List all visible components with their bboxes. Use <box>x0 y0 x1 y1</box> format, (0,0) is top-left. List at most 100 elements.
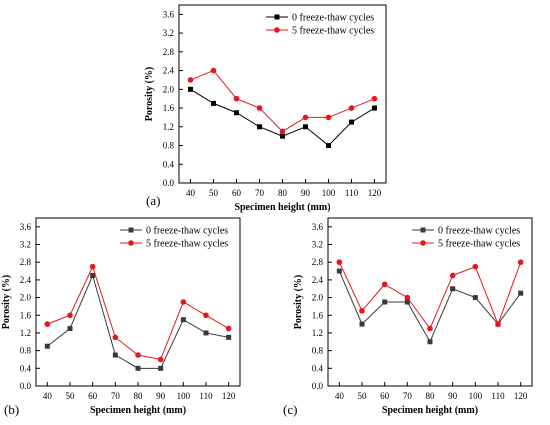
panel-b-series-1-point <box>44 321 51 327</box>
panel-b-y-tick-label: 0.0 <box>20 381 32 391</box>
panel-c-series-1-point <box>336 259 343 266</box>
panel-b-legend-label: 0 freeze-thaw cycles <box>146 226 228 237</box>
panel-b-x-tick-label: 40 <box>43 391 53 401</box>
panel-b-series-1-point <box>157 356 164 363</box>
panel-a-series-1-point <box>325 114 332 121</box>
panel-c-x-tick-label: 50 <box>358 391 368 401</box>
panel-a-series-0-point <box>211 100 216 106</box>
panel-a-y-tick-label: 0.8 <box>163 141 175 151</box>
panel-c-x-tick-label: 90 <box>448 391 458 401</box>
panel-a-y-tick-label: 0.0 <box>163 178 175 188</box>
panel-b-y-tick-label: 0.8 <box>20 346 32 356</box>
panel-b-series-1-point <box>67 312 73 319</box>
panel-b-series-1-point <box>89 263 96 270</box>
panel-b-series-1-point <box>225 325 232 332</box>
panel-c-series-0-point <box>382 299 388 305</box>
panel-a-x-tick-label: 80 <box>278 188 288 198</box>
panel-b-y-tick-label: 2.8 <box>20 257 32 267</box>
panel-c-series-0-point <box>427 339 433 345</box>
panel-a-series-1-point <box>210 67 217 74</box>
panel-b-label: (b) <box>4 402 19 417</box>
panel-b-series-0-point <box>180 317 186 323</box>
panel-b: (b) 0.0 0.4 0.8 1.2 1.6 2.0 2.4 2.8 3.2 3.6 40 50 60… <box>1 217 241 417</box>
panel-c-series-1-point <box>359 308 365 314</box>
panel-c-x-tick-label: 40 <box>335 391 345 401</box>
panel-b-series-0-point <box>112 352 118 358</box>
panel-b-x-tick-label: 80 <box>134 391 144 401</box>
panel-a-series-0-point <box>280 133 285 139</box>
panel-a-series-1-point <box>302 114 309 121</box>
panel-c-series-0-point <box>472 295 478 301</box>
panel-c-series-1-point <box>472 263 479 270</box>
panel-b-series-0-point <box>90 272 96 278</box>
panel-a-y-tick-label: 3.6 <box>163 9 175 19</box>
panel-c-x-tick-label: 110 <box>491 391 505 401</box>
panel-b-series-1-point <box>112 334 119 341</box>
panel-c-x-tick-label: 60 <box>380 391 390 401</box>
panel-b-series-0-point <box>158 365 164 371</box>
panel-a-y-tick-label: 0.4 <box>163 159 175 169</box>
panel-c-x-tick-label: 100 <box>469 391 483 401</box>
panel-a-series-0-point <box>234 110 239 116</box>
panel-a-y-tick-label: 3.2 <box>163 28 174 38</box>
panel-c-series-0-point <box>336 268 342 274</box>
panel-c-series-1-point <box>449 272 456 279</box>
panel-c-y-tick-label: 3.6 <box>312 222 324 232</box>
panel-b-series-1-point <box>180 299 187 305</box>
panel-b-x-tick-label: 90 <box>156 391 166 401</box>
panel-b-y-tick-label: 0.4 <box>20 363 32 373</box>
panel-a-label: (a) <box>146 193 160 208</box>
panel-b-y-axis-label: Porosity (%) <box>1 275 12 330</box>
panel-a-legend-label: 5 freeze-thaw cycles <box>292 26 374 37</box>
panel-c-series-1-point <box>495 321 501 327</box>
panel-a-series-1-line <box>190 69 375 133</box>
panel-c-legend-swatch-marker <box>420 240 426 246</box>
panel-b-legend-swatch-marker <box>128 227 134 233</box>
panel-b-series-1-point <box>135 352 141 358</box>
panel-b-y-tick-label: 2.0 <box>20 293 32 303</box>
panel-b-y-tick-label: 1.6 <box>20 310 32 320</box>
panel-c-series-1-point <box>517 259 524 266</box>
panel-a-series-1-point <box>371 95 378 102</box>
panel-c-legend-label: 0 freeze-thaw cycles <box>438 226 520 237</box>
panel-b-legend-swatch-marker <box>128 240 134 246</box>
panel-a-series-1-point <box>348 105 355 111</box>
panel-a-series-0-point <box>188 86 193 92</box>
panel-c-label: (c) <box>283 402 297 417</box>
panel-a-y-tick-label: 1.2 <box>163 122 174 132</box>
panel-a-series-0-point <box>326 143 331 149</box>
panel-b-y-tick-label: 3.2 <box>20 240 31 250</box>
panel-b-x-tick-label: 100 <box>177 391 191 401</box>
panel-b-x-tick-label: 120 <box>222 391 236 401</box>
panel-c-y-tick-label: 2.0 <box>312 293 324 303</box>
panel-a-x-tick-label: 110 <box>345 188 359 198</box>
panel-a-x-axis-label: Specimen height (mm) <box>234 202 330 213</box>
panel-a-series-0-point <box>257 124 262 130</box>
panel-a-series-1-point <box>187 77 194 83</box>
panel-c-y-tick-label: 0.8 <box>312 346 324 356</box>
panel-a-x-tick-label: 60 <box>232 188 242 198</box>
panel-c-series-0-point <box>359 321 365 327</box>
panel-c-y-tick-label: 2.4 <box>312 275 324 285</box>
panel-a-y-tick-label: 1.6 <box>163 103 175 113</box>
panel-c-y-axis-label: Porosity (%) <box>293 275 304 330</box>
panel-c-legend-swatch-marker <box>420 227 426 233</box>
panel-c-x-tick-label: 70 <box>403 391 413 401</box>
panel-c-series-1-point <box>381 281 388 288</box>
panel-b-series-0-point <box>226 334 232 340</box>
panel-b-series-1-line <box>47 265 229 361</box>
panel-c-x-tick-label: 80 <box>426 391 436 401</box>
panel-c-y-tick-label: 0.0 <box>312 381 324 391</box>
panel-c-y-tick-label: 2.8 <box>312 257 324 267</box>
panel-c: (c) 0.0 0.4 0.8 1.2 1.6 2.0 2.4 2.8 3.2 3.6 40 50 60… <box>283 217 533 417</box>
panel-a-legend-label: 0 freeze-thaw cycles <box>292 13 374 24</box>
panel-b-series-0-point <box>135 365 141 371</box>
panel-a-series-1-point <box>279 128 286 135</box>
panel-a-x-tick-label: 90 <box>301 188 311 198</box>
panel-a-series-0-point <box>349 119 354 125</box>
panel-a-x-tick-label: 40 <box>186 188 196 198</box>
panel-a-y-axis-label: Porosity (%) <box>144 67 155 122</box>
panel-a-legend-swatch-marker <box>274 27 280 33</box>
panel-c-x-axis-label: Specimen height (mm) <box>382 405 478 416</box>
